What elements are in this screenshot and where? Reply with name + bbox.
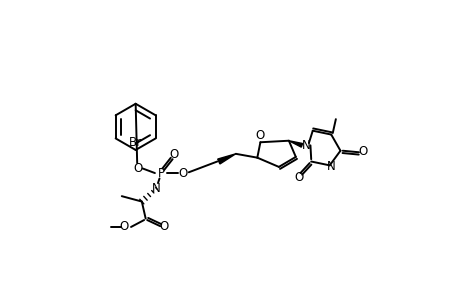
- Text: Br: Br: [129, 136, 142, 149]
- Text: O: O: [159, 220, 168, 233]
- Text: O: O: [179, 167, 188, 180]
- Text: N: N: [326, 160, 335, 173]
- Text: O: O: [358, 145, 367, 158]
- Text: O: O: [254, 129, 263, 142]
- Polygon shape: [217, 154, 235, 164]
- Text: N: N: [302, 139, 310, 152]
- Text: O: O: [133, 162, 142, 175]
- Text: O: O: [294, 171, 303, 184]
- Text: O: O: [169, 148, 179, 161]
- Text: O: O: [119, 220, 129, 233]
- Polygon shape: [288, 141, 302, 147]
- Text: N: N: [152, 182, 161, 195]
- Text: P: P: [157, 167, 164, 180]
